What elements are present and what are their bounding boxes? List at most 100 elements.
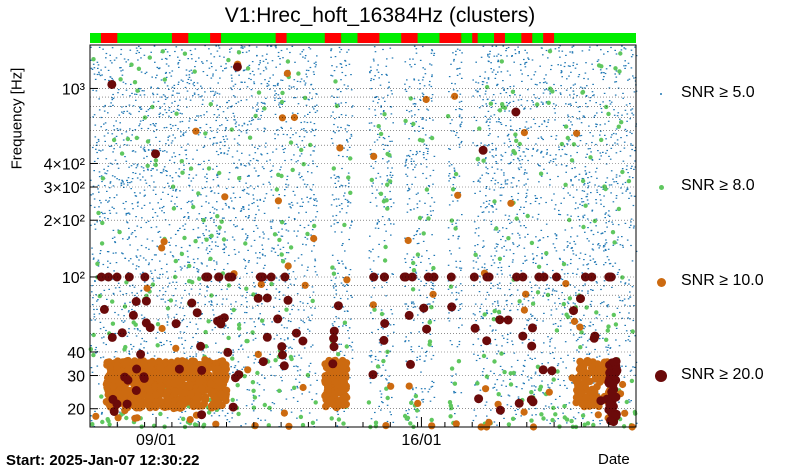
point-snr5 <box>610 184 613 186</box>
point-snr5 <box>479 177 482 179</box>
point-snr5 <box>631 286 634 288</box>
point-snr5 <box>256 110 258 112</box>
point-snr5 <box>133 328 136 330</box>
point-snr5 <box>509 119 512 121</box>
point-snr5 <box>557 64 559 66</box>
point-snr5 <box>583 328 585 330</box>
point-snr5 <box>249 73 252 75</box>
point-snr5 <box>218 55 221 57</box>
point-snr8 <box>508 382 514 387</box>
point-snr5 <box>573 240 575 243</box>
point-snr5 <box>216 176 219 178</box>
point-snr5 <box>626 135 628 137</box>
point-snr5 <box>607 346 609 348</box>
point-snr5 <box>385 378 387 380</box>
point-snr5 <box>94 280 96 282</box>
point-snr5 <box>190 347 192 349</box>
point-snr5 <box>595 218 598 220</box>
point-snr5 <box>197 115 200 117</box>
point-snr5 <box>277 207 280 209</box>
point-snr5 <box>408 188 411 190</box>
point-snr5 <box>234 96 237 98</box>
point-snr5 <box>313 245 315 247</box>
point-snr5 <box>333 199 335 201</box>
point-snr5 <box>574 303 576 305</box>
point-snr5 <box>598 314 601 316</box>
point-snr5 <box>386 404 389 406</box>
point-snr5 <box>142 167 145 169</box>
point-snr5 <box>130 165 133 167</box>
point-snr5 <box>458 175 461 177</box>
point-snr5 <box>511 261 514 263</box>
point-snr5 <box>505 92 508 94</box>
point-snr5 <box>416 356 419 358</box>
point-snr5 <box>110 145 113 147</box>
point-snr5 <box>142 271 144 273</box>
point-snr5 <box>302 56 304 58</box>
point-snr5 <box>126 184 129 186</box>
point-snr5 <box>426 350 428 352</box>
point-snr5 <box>296 80 299 82</box>
point-snr5 <box>238 336 240 338</box>
point-snr8 <box>567 217 572 223</box>
point-snr5 <box>507 218 510 221</box>
point-snr5 <box>160 341 162 344</box>
point-snr5 <box>508 103 510 105</box>
point-snr5 <box>144 194 146 196</box>
point-snr5 <box>122 202 125 204</box>
point-snr5 <box>554 158 557 160</box>
point-snr5 <box>459 124 461 126</box>
point-snr5 <box>232 112 235 114</box>
point-snr5 <box>605 212 607 214</box>
point-snr5 <box>624 324 626 326</box>
point-snr5 <box>534 357 536 359</box>
point-snr5 <box>422 240 425 242</box>
point-snr5 <box>334 56 337 58</box>
point-snr5 <box>499 288 502 290</box>
point-snr5 <box>560 155 562 157</box>
point-snr5 <box>284 189 286 191</box>
point-snr5 <box>614 94 617 96</box>
point-snr5 <box>176 108 179 110</box>
point-snr5 <box>603 250 605 252</box>
point-snr5 <box>583 116 586 118</box>
point-snr5 <box>211 329 214 331</box>
point-snr5 <box>504 110 506 112</box>
point-snr5 <box>220 65 222 67</box>
point-snr5 <box>139 94 142 96</box>
point-snr5 <box>178 92 180 94</box>
point-snr5 <box>508 163 510 165</box>
point-snr5 <box>448 91 450 93</box>
point-snr5 <box>405 410 408 412</box>
point-snr5 <box>288 347 290 349</box>
point-snr5 <box>213 192 216 194</box>
point-snr5 <box>594 184 596 186</box>
point-snr5 <box>572 64 574 67</box>
point-snr5 <box>572 250 574 252</box>
point-snr5 <box>100 126 102 128</box>
point-snr5 <box>262 183 265 185</box>
point-snr5 <box>633 77 635 79</box>
point-snr5 <box>412 306 415 308</box>
point-snr5 <box>611 134 613 136</box>
point-snr5 <box>109 181 112 183</box>
point-snr5 <box>519 209 521 211</box>
point-snr5 <box>386 161 389 163</box>
point-snr5 <box>432 169 435 171</box>
point-snr5 <box>209 217 212 219</box>
point-snr5 <box>579 106 581 108</box>
point-snr5 <box>473 409 476 411</box>
point-snr5 <box>430 64 433 66</box>
point-snr5 <box>195 174 198 176</box>
point-snr5 <box>382 97 384 99</box>
point-snr5 <box>560 357 562 359</box>
point-snr5 <box>313 108 315 110</box>
point-snr5 <box>93 206 96 208</box>
point-snr5 <box>529 108 532 110</box>
point-snr5 <box>311 229 314 231</box>
point-snr5 <box>135 167 138 169</box>
point-snr5 <box>503 352 506 355</box>
point-snr5 <box>205 201 207 203</box>
point-snr5 <box>631 132 633 135</box>
point-snr8 <box>336 417 342 422</box>
